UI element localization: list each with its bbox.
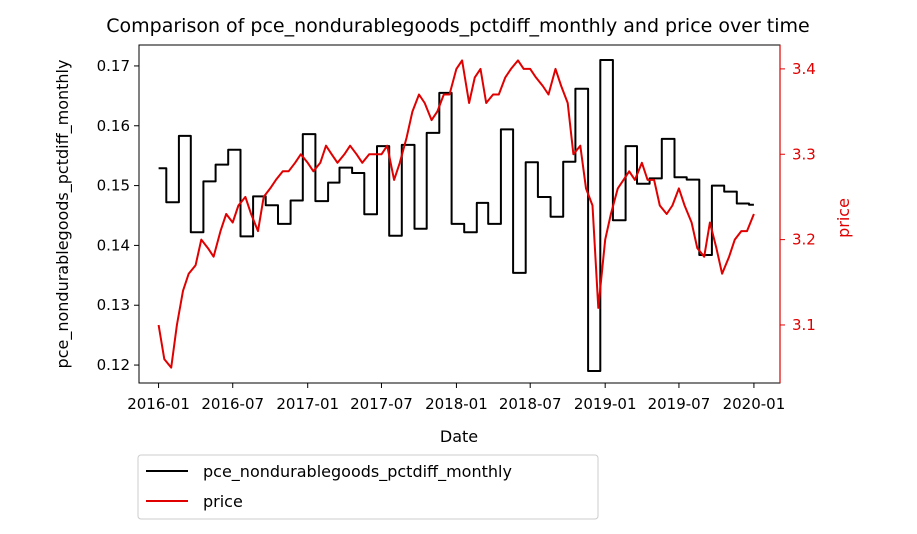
- x-tick-label: 2018-01: [425, 395, 488, 413]
- legend-frame: [137, 454, 599, 520]
- series-line-pce: [158, 59, 754, 372]
- y-axis-right: 3.1 3.2 3.3 3.4: [780, 60, 816, 334]
- y-left-tick-label: 0.13: [97, 296, 130, 314]
- x-tick-label: 2018-07: [499, 395, 562, 413]
- series-line-price: [157, 59, 755, 369]
- y-left-tick-label: 0.16: [97, 117, 130, 135]
- legend-label-price: price: [203, 492, 243, 511]
- y-axis-left: 0.12 0.13 0.14 0.15 0.16 0.17: [97, 57, 139, 374]
- chart-title: Comparison of pce_nondurablegoods_pctdif…: [106, 15, 809, 37]
- y-right-tick-label: 3.2: [792, 231, 816, 249]
- plot-area: [138, 44, 781, 384]
- x-axis-label: Date: [440, 427, 478, 446]
- x-tick-label: 2017-01: [276, 395, 339, 413]
- y-left-tick-label: 0.14: [97, 236, 130, 254]
- x-tick-label: 2016-01: [127, 395, 190, 413]
- y-left-tick-label: 0.17: [97, 57, 130, 75]
- y-right-tick-label: 3.1: [792, 316, 816, 334]
- y-right-tick-label: 3.4: [792, 60, 816, 78]
- y-left-tick-label: 0.15: [97, 177, 130, 195]
- series-layer: [157, 59, 755, 372]
- legend-label-pce: pce_nondurablegoods_pctdiff_monthly: [203, 462, 512, 482]
- y-axis-left-label: pce_nondurablegoods_pctdiff_monthly: [53, 60, 73, 369]
- x-tick-label: 2020-01: [723, 395, 786, 413]
- y-right-tick-label: 3.3: [792, 145, 816, 163]
- x-tick-label: 2019-07: [648, 395, 711, 413]
- x-tick-label: 2017-07: [350, 395, 413, 413]
- x-tick-label: 2019-01: [574, 395, 637, 413]
- x-axis: 2016-01 2016-07 2017-01 2017-07 2018-01 2018-…: [127, 383, 785, 413]
- y-left-tick-label: 0.12: [97, 356, 130, 374]
- legend: pce_nondurablegoods_pctdiff_monthly pric…: [137, 454, 599, 520]
- x-tick-label: 2016-07: [201, 395, 264, 413]
- y-axis-right-label: price: [834, 198, 853, 238]
